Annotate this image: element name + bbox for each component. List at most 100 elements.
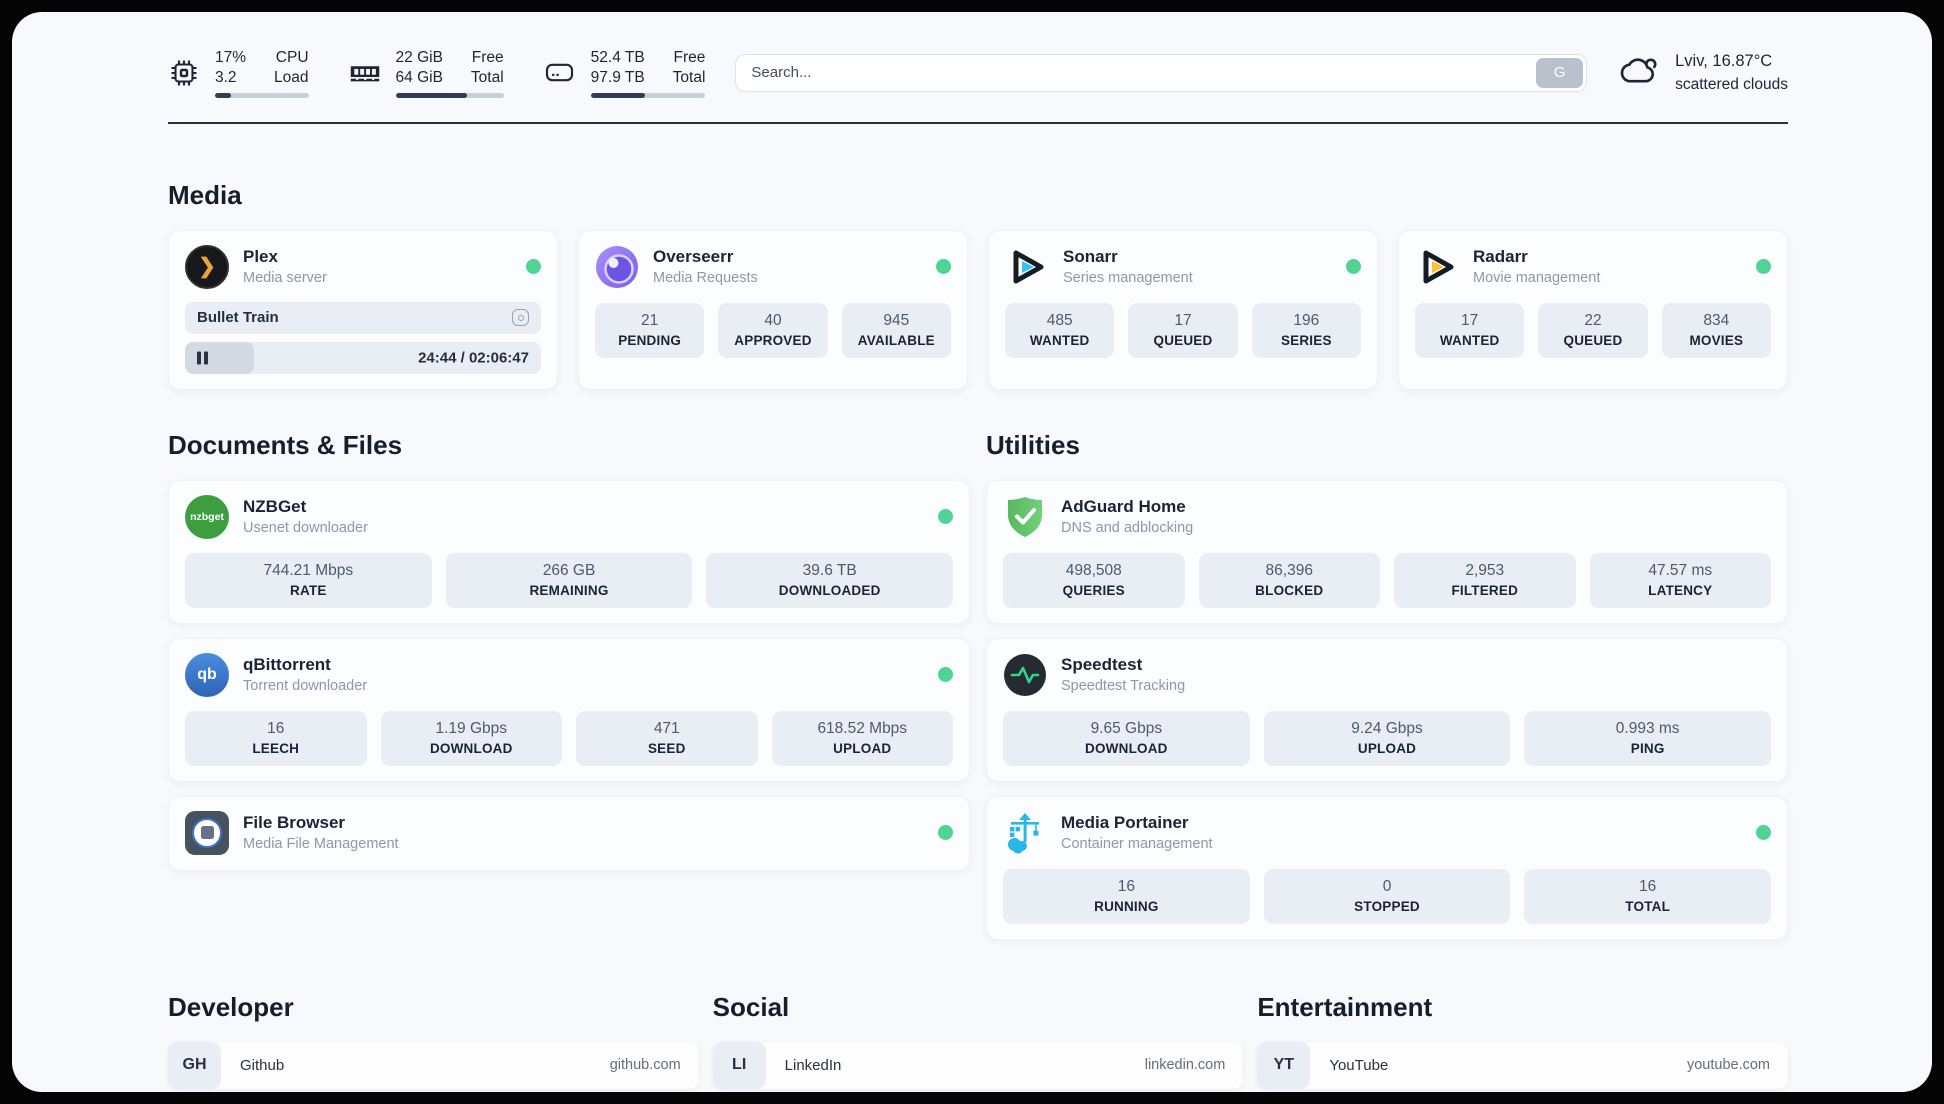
status-online-dot — [1756, 825, 1771, 841]
weather-condition: scattered clouds — [1675, 75, 1788, 93]
stat-pill: 47.57 ms LATENCY — [1589, 552, 1771, 608]
app-subtitle: Media server — [243, 270, 327, 287]
ram-labels: Free Total — [470, 49, 504, 86]
app-card-portainer[interactable]: Media Portainer Container management 16 … — [986, 795, 1788, 940]
stat-pill: 39.6 TB DOWNLOADED — [706, 552, 954, 608]
app-card-filebrowser[interactable]: File Browser Media File Management — [168, 795, 970, 871]
stat-pill: 498,508 QUERIES — [1003, 552, 1185, 608]
status-online-dot — [936, 259, 951, 275]
section-title-media: Media — [168, 179, 242, 210]
speedtest-icon — [1003, 653, 1047, 697]
video-icon[interactable] — [512, 309, 529, 327]
status-online-dot — [938, 667, 953, 683]
app-name: Overseerr — [653, 247, 734, 267]
stat-pill: 1.19 Gbps DOWNLOAD — [380, 710, 562, 766]
nzbget-icon: nzbget — [185, 494, 229, 539]
disk-labels: Free Total — [672, 49, 706, 86]
section-title-entertainment: Entertainment — [1257, 991, 1433, 1022]
stat-pill: 22 QUEUED — [1538, 302, 1648, 358]
app-subtitle: Usenet downloader — [243, 520, 368, 537]
stat-pill: 9.65 Gbps DOWNLOAD — [1003, 710, 1250, 766]
stat-pill: 266 GB REMAINING — [445, 552, 693, 608]
stat-pill: 196 SERIES — [1251, 302, 1361, 358]
app-card-plex[interactable]: ❯ Plex Media server Bullet Train 24:44 /… — [168, 229, 558, 390]
app-card-qbittorrent[interactable]: qb qBittorrent Torrent downloader 16 LEE… — [168, 637, 970, 782]
weather-widget: Lviv, 16.87°C scattered clouds — [1617, 50, 1788, 95]
status-online-dot — [938, 825, 953, 841]
status-online-dot — [526, 259, 541, 275]
cpu-labels: CPU Load — [274, 49, 309, 86]
status-online-dot — [1756, 259, 1771, 275]
app-card-overseerr[interactable]: Overseerr Media Requests 21 PENDING 40 A… — [578, 229, 968, 390]
now-playing-row: Bullet Train — [185, 301, 541, 334]
search-input[interactable] — [735, 53, 1588, 92]
weather-location-temp: Lviv, 16.87°C — [1675, 52, 1773, 71]
ram-values: 22 GiB 64 GiB — [395, 49, 443, 86]
app-card-nzbget[interactable]: nzbget NZBGet Usenet downloader 744.21 M… — [168, 479, 970, 624]
app-subtitle: DNS and adblocking — [1061, 520, 1194, 537]
stat-pill: 0 STOPPED — [1263, 868, 1511, 924]
disk-progressbar — [590, 92, 706, 98]
dashboard-page: 17% 3.2 CPU Load — [12, 12, 1932, 1092]
filebrowser-icon — [185, 810, 229, 855]
app-name: File Browser — [243, 813, 346, 833]
app-subtitle: Speedtest Tracking — [1061, 678, 1186, 695]
link-youtube[interactable]: YT YouTube youtube.com — [1257, 1041, 1788, 1089]
stat-pill: 2,953 FILTERED — [1394, 552, 1576, 608]
media-grid: ❯ Plex Media server Bullet Train 24:44 /… — [168, 229, 1788, 390]
app-name: Media Portainer — [1061, 813, 1189, 833]
ram-icon — [349, 57, 381, 89]
stat-pill: 17 QUEUED — [1128, 302, 1238, 358]
ram-stat: 22 GiB 64 GiB Free Total — [349, 48, 504, 98]
app-card-radarr[interactable]: Radarr Movie management 17 WANTED 22 QUE… — [1398, 229, 1788, 390]
link-github[interactable]: GH Github github.com — [168, 1041, 699, 1089]
app-name: qBittorrent — [243, 655, 331, 675]
link-linkedin[interactable]: LI LinkedIn linkedin.com — [712, 1041, 1244, 1089]
section-title-social: Social — [712, 991, 790, 1022]
app-name: Speedtest — [1061, 655, 1143, 675]
stat-pill: 471 SEED — [576, 710, 758, 766]
documents-column: Documents & Files nzbget NZBGet Usenet d… — [168, 430, 970, 871]
cpu-stat: 17% 3.2 CPU Load — [168, 48, 309, 98]
system-stats: 17% 3.2 CPU Load — [168, 48, 706, 98]
pause-icon[interactable] — [197, 351, 208, 365]
app-card-speedtest[interactable]: Speedtest Speedtest Tracking 9.65 Gbps D… — [986, 637, 1788, 782]
radarr-icon — [1415, 245, 1459, 289]
link-name: YouTube — [1329, 1056, 1389, 1074]
section-title-documents: Documents & Files — [168, 429, 403, 460]
stat-pill: 16 TOTAL — [1524, 868, 1772, 924]
now-playing-title: Bullet Train — [197, 309, 279, 327]
app-subtitle: Media Requests — [653, 270, 758, 287]
app-subtitle: Torrent downloader — [243, 678, 368, 695]
link-url: linkedin.com — [1144, 1057, 1226, 1074]
disk-values: 52.4 TB 97.9 TB — [590, 49, 645, 86]
ram-progressbar — [395, 92, 504, 98]
stat-pill: 9.24 Gbps UPLOAD — [1263, 710, 1511, 766]
utilities-column: Utilities AdGuard Home DNS and — [986, 430, 1788, 940]
stat-pill: 16 RUNNING — [1003, 868, 1250, 924]
app-card-sonarr[interactable]: Sonarr Series management 485 WANTED 17 Q… — [988, 229, 1378, 390]
link-url: github.com — [609, 1057, 681, 1074]
app-subtitle: Container management — [1061, 836, 1213, 853]
disk-icon — [544, 57, 576, 89]
app-name: NZBGet — [243, 497, 307, 517]
stat-pill: 40 APPROVED — [718, 302, 828, 358]
app-card-adguard[interactable]: AdGuard Home DNS and adblocking 498,508 … — [986, 479, 1788, 624]
header-divider — [168, 121, 1788, 124]
stat-pill: 744.21 Mbps RATE — [185, 552, 432, 608]
portainer-icon — [1003, 811, 1047, 855]
app-name: AdGuard Home — [1061, 497, 1186, 517]
cloud-icon — [1617, 54, 1662, 92]
cpu-values: 17% 3.2 — [215, 49, 247, 86]
sonarr-icon — [1005, 245, 1049, 289]
search-engine-button[interactable]: G — [1536, 57, 1584, 88]
link-name: LinkedIn — [784, 1056, 842, 1074]
cpu-icon — [168, 57, 200, 89]
app-subtitle: Series management — [1063, 270, 1193, 287]
developer-section: Developer GH Github github.com SO StackO… — [168, 992, 699, 1092]
link-name: Github — [240, 1056, 285, 1074]
disk-stat: 52.4 TB 97.9 TB Free Total — [544, 48, 706, 98]
plex-icon: ❯ — [185, 244, 229, 289]
header: 17% 3.2 CPU Load — [168, 48, 1788, 98]
stat-pill: 0.993 ms PING — [1524, 710, 1772, 766]
